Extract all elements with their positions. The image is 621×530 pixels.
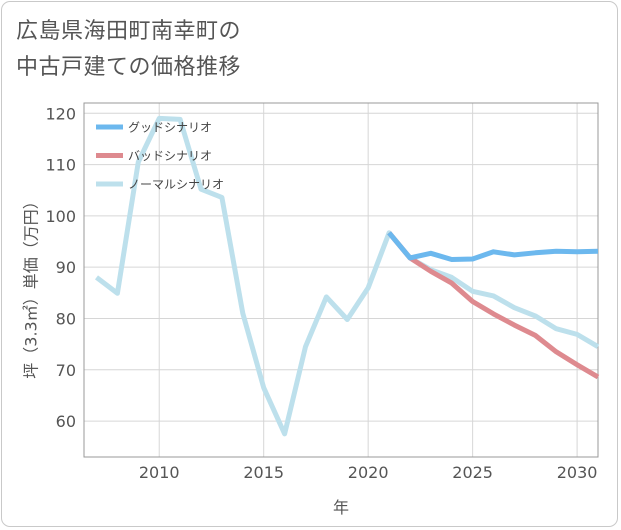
- legend-label: ノーマルシナリオ: [128, 178, 224, 192]
- x-axis-label: 年: [333, 498, 349, 517]
- x-tick-label: 2010: [139, 463, 180, 482]
- series-line-0: [387, 231, 599, 262]
- legend-label: グッドシナリオ: [128, 121, 212, 135]
- y-tick-label: 90: [56, 258, 76, 277]
- x-tick-label: 2030: [557, 463, 598, 482]
- x-tick-label: 2020: [348, 463, 389, 482]
- y-tick-label: 110: [45, 156, 76, 175]
- grid-lines: [84, 103, 598, 457]
- x-tick-label: 2015: [243, 463, 284, 482]
- y-tick-label: 100: [45, 207, 76, 226]
- series-line-1: [387, 231, 600, 380]
- chart-title: 広島県海田町南幸町の 中古戸建ての価格推移: [16, 14, 241, 86]
- y-tick-label: 60: [56, 412, 76, 431]
- series-line-2: [94, 115, 600, 437]
- y-tick-label: 120: [45, 104, 76, 123]
- y-axis-label: 坪（3.3㎡）単価（万円）: [22, 193, 41, 378]
- y-tick-label: 70: [56, 361, 76, 380]
- series-lines: [94, 115, 600, 437]
- chart-title-line-1: 広島県海田町南幸町の: [16, 19, 242, 44]
- y-tick-label: 80: [56, 309, 76, 328]
- chart-title-line-2: 中古戸建ての価格推移: [16, 55, 242, 80]
- x-tick-label: 2025: [452, 463, 493, 482]
- axis-ticks: 60 70 80 90 100 110 120 2010 2015 2020 2025 2030: [45, 104, 597, 482]
- plot-area: [83, 102, 599, 458]
- legend-label: バッドシナリオ: [128, 149, 212, 163]
